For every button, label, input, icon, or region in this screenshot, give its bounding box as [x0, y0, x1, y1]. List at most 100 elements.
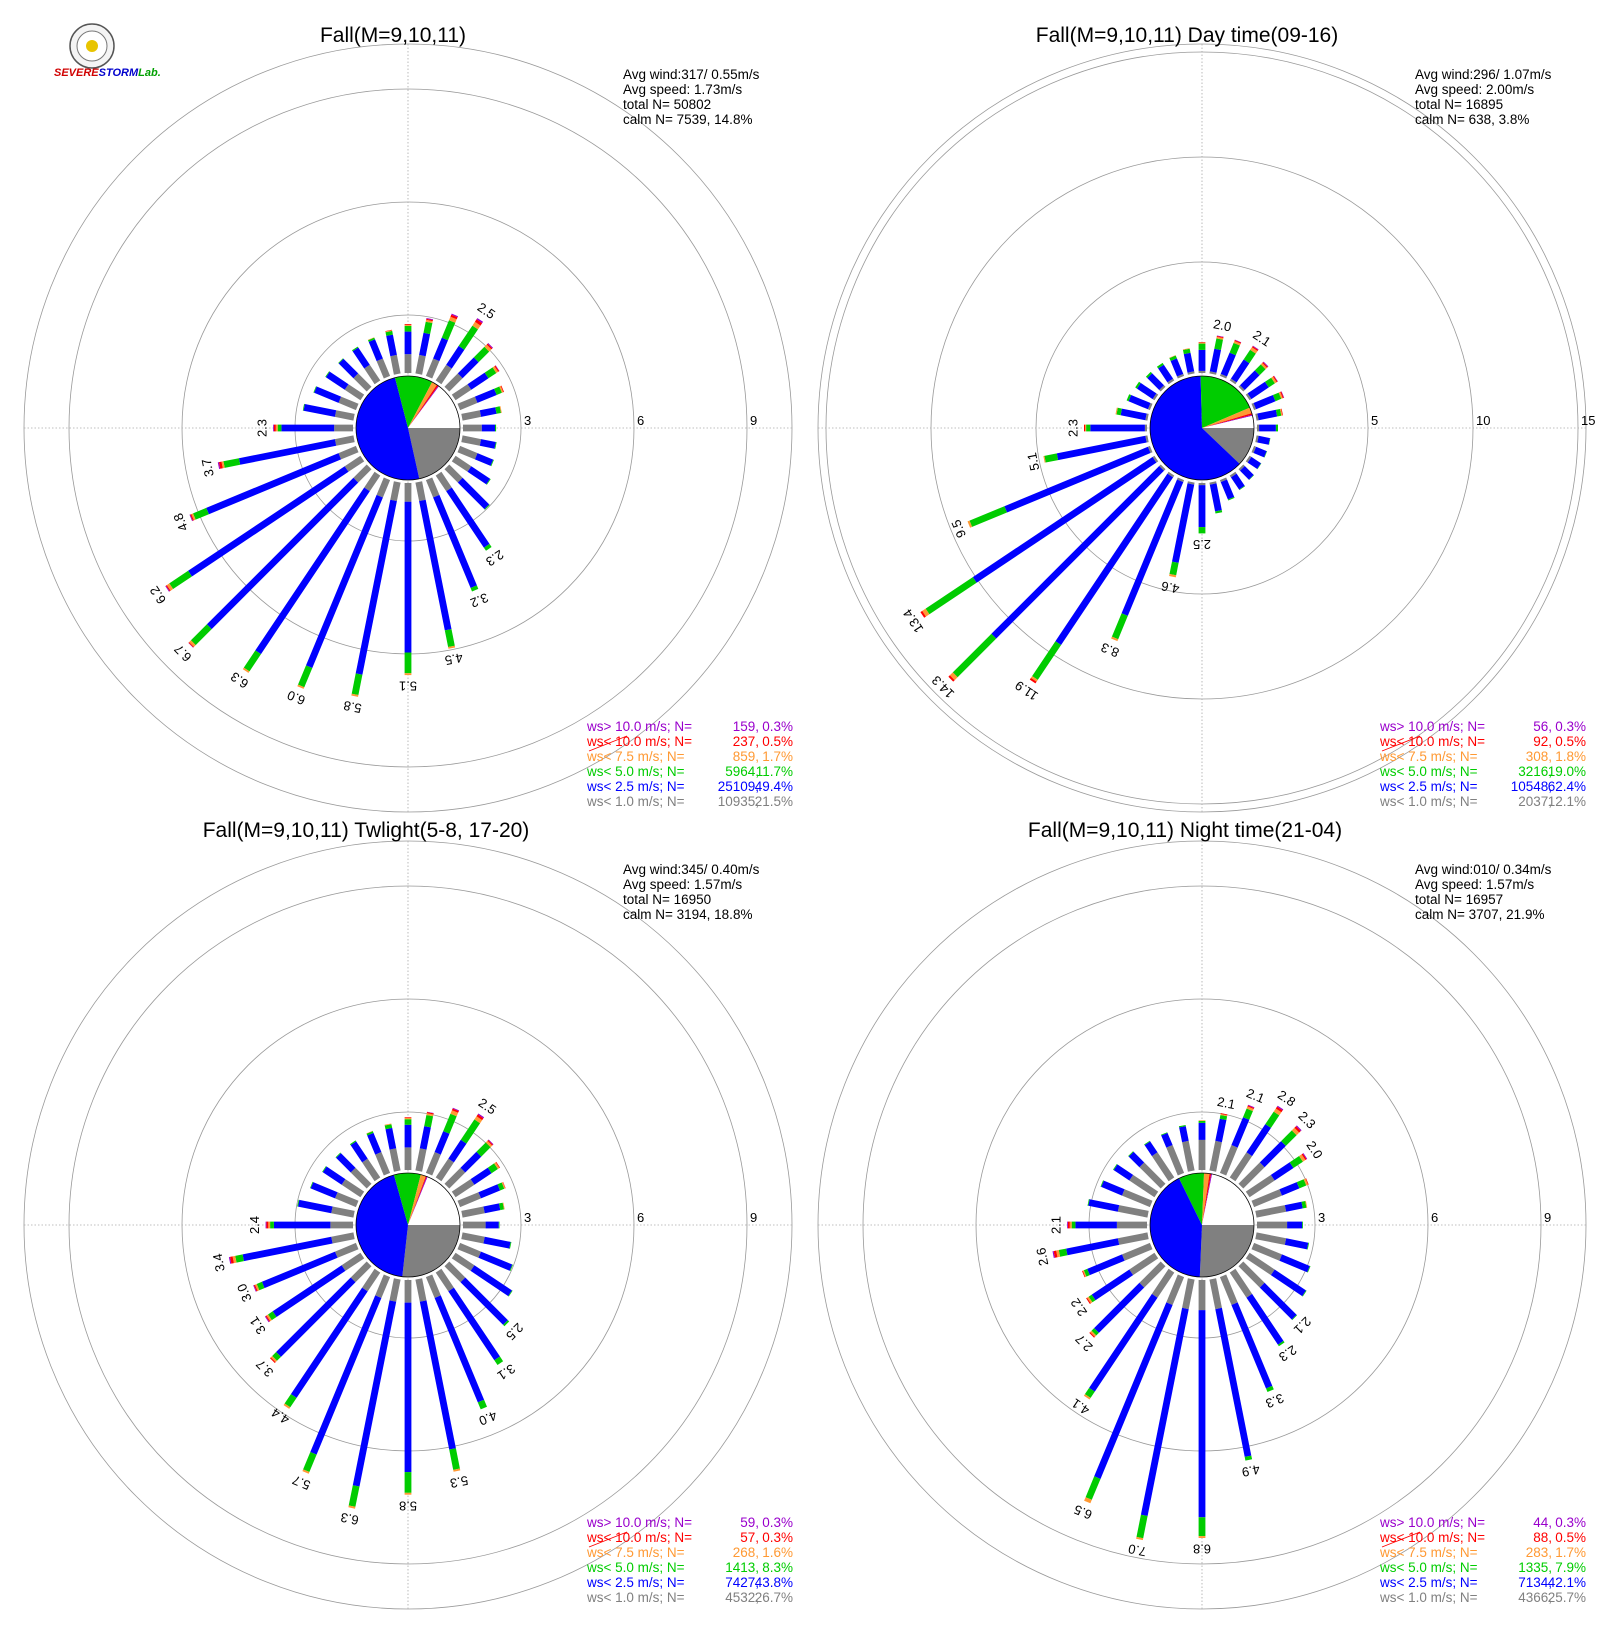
- bar-segment: [1281, 1130, 1297, 1146]
- bar-segment: [458, 325, 478, 350]
- direction-bar: [461, 1202, 505, 1218]
- direction-bar: [302, 403, 355, 421]
- bar-segment: [920, 610, 926, 618]
- bar-segment: [1187, 371, 1195, 375]
- direction-bar: [1238, 464, 1254, 480]
- bar-segment: [1055, 473, 1174, 645]
- bar-segment: [450, 1110, 459, 1117]
- bar-segment: [476, 1114, 484, 1121]
- bar-segment: [1305, 1178, 1309, 1185]
- direction-bar: [1128, 1151, 1166, 1189]
- legend-label: ws> 10.0 m/s; N=: [586, 719, 692, 734]
- bar-segment: [348, 1485, 360, 1507]
- bar-segment: [1227, 496, 1235, 501]
- bar-segment: [1245, 393, 1252, 401]
- bar-segment: [1136, 1536, 1144, 1541]
- bar-segment: [1268, 438, 1271, 445]
- direction-bar: [1257, 424, 1278, 432]
- bar-segment: [1071, 1221, 1076, 1229]
- bar-segment: [310, 1182, 338, 1199]
- direction-bar: [1087, 1199, 1149, 1218]
- legend-entry: ws< 7.5 m/s; N= 308, 1.8%: [1379, 749, 1586, 764]
- stat-line: Avg speed: 1.57m/s: [1415, 877, 1534, 892]
- bar-segment: [499, 406, 502, 413]
- bar-segment: [509, 1241, 512, 1249]
- bar-segment: [497, 1182, 505, 1191]
- legend-count: 5964,: [725, 764, 759, 779]
- bar-segment: [404, 501, 412, 653]
- bar-segment: [425, 319, 433, 323]
- bar-segment: [404, 1302, 412, 1473]
- pie-slice: [1202, 413, 1253, 428]
- pie-slice: [1179, 1173, 1205, 1225]
- pie-slice: [1149, 376, 1240, 481]
- legend-percent: 62.4%: [1548, 779, 1586, 794]
- legend-percent: 12.1%: [1548, 794, 1586, 809]
- direction-bar: [228, 1232, 355, 1264]
- pie-slice: [1202, 1173, 1213, 1225]
- bar-segment: [1209, 481, 1217, 485]
- bar-segment: [1083, 1394, 1091, 1400]
- pie-slice: [1202, 428, 1254, 464]
- bar-segment: [1145, 435, 1149, 443]
- bar-segment: [502, 1202, 505, 1210]
- stat-line: calm N= 3707, 21.9%: [1415, 907, 1544, 922]
- pie-slice: [1200, 376, 1250, 428]
- bar-segment: [352, 346, 359, 352]
- direction-bar: [348, 1278, 401, 1509]
- bar-segment: [1094, 1282, 1145, 1333]
- bar-segment: [1238, 1162, 1265, 1189]
- bar-segment: [273, 1221, 331, 1229]
- ring-label: 9: [750, 413, 757, 428]
- bar-segment: [404, 673, 412, 676]
- bar-segment: [221, 461, 225, 469]
- bar-segment: [1229, 471, 1237, 478]
- bar-segment: [1075, 1221, 1117, 1229]
- bar-segment: [256, 1281, 265, 1291]
- bar-segment: [352, 347, 370, 369]
- bar-segment: [385, 330, 393, 333]
- legend-percent: 25.7%: [1548, 1590, 1586, 1605]
- bar-segment: [1166, 1145, 1185, 1176]
- bar-segment: [1284, 1238, 1309, 1250]
- bar-segment: [457, 445, 478, 460]
- bar-segment: [495, 406, 501, 414]
- direction-bar: [1067, 1221, 1147, 1229]
- pie-slice: [356, 377, 420, 480]
- bar-segment: [1058, 1248, 1068, 1257]
- direction-bar: [385, 329, 401, 375]
- bar-segment: [451, 384, 472, 401]
- direction-bar: [457, 385, 504, 411]
- bar-segment: [451, 313, 458, 318]
- bar-value-label: 3.0: [234, 1282, 255, 1304]
- bar-segment: [1198, 1122, 1206, 1140]
- direction-bar: [1169, 355, 1185, 379]
- legend-entry: ws< 1.0 m/s; N= 4532,26.7%: [586, 1590, 793, 1605]
- direction-bar: [1156, 362, 1175, 385]
- bar-segment: [336, 1153, 356, 1173]
- bar-segment: [404, 324, 412, 326]
- bar-segment: [404, 1117, 412, 1118]
- direction-bar: [1238, 361, 1269, 392]
- bar-value-label: 3.4: [210, 1252, 228, 1273]
- bar-segment: [1251, 403, 1257, 411]
- legend-entry: ws< 5.0 m/s; N= 1413, 8.3%: [586, 1560, 793, 1575]
- bar-segment: [1088, 1294, 1096, 1303]
- bar-segment: [419, 1300, 456, 1450]
- speed-ring: [68, 88, 748, 768]
- bar-value-label: 3.2: [468, 590, 490, 611]
- bar-segment: [498, 1221, 500, 1229]
- bar-segment: [404, 483, 412, 502]
- bar-segment: [206, 453, 342, 515]
- legend-entry: ws< 7.5 m/s; N= 268, 1.6%: [586, 1545, 793, 1560]
- bar-segment: [1100, 1180, 1104, 1187]
- bar-value-label: 2.1: [1216, 1094, 1237, 1112]
- direction-bar: [351, 481, 401, 697]
- bar-segment: [268, 1311, 277, 1321]
- bar-segment: [485, 1140, 493, 1148]
- bar-segment: [1238, 464, 1245, 471]
- bar-segment: [1140, 1307, 1189, 1516]
- pie-slice: [408, 428, 460, 479]
- direction-bar: [264, 1252, 365, 1323]
- bar-segment: [460, 1119, 481, 1144]
